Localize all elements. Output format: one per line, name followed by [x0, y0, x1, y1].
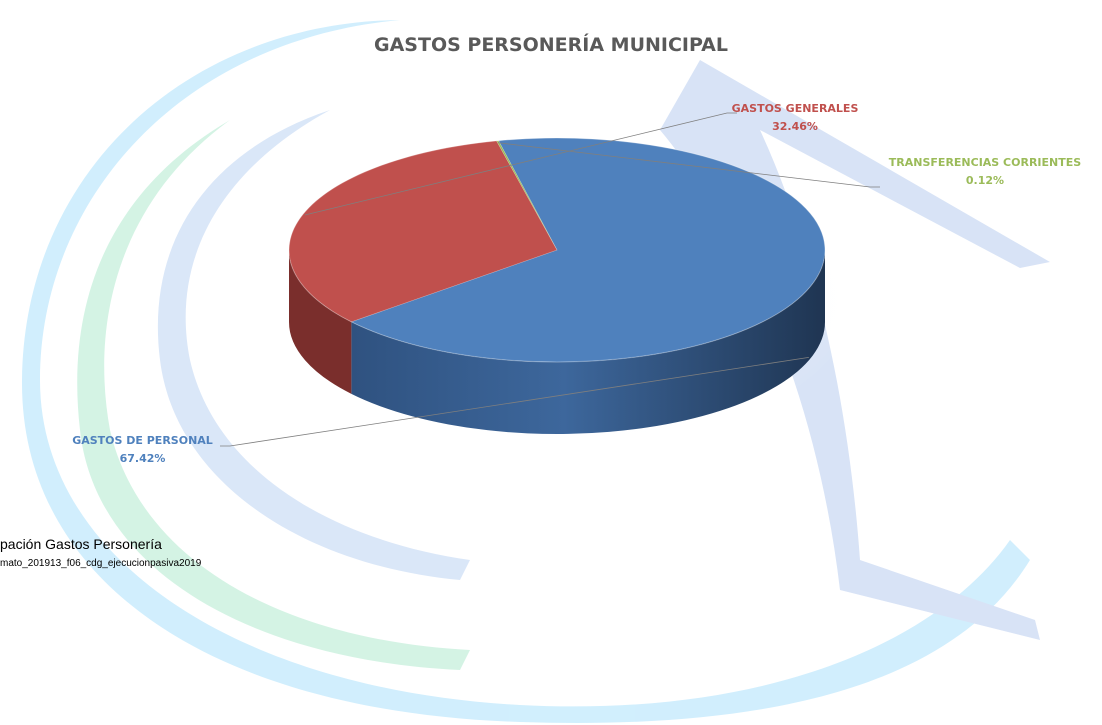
- data-label-transferencias-corrientes: TRANSFERENCIAS CORRIENTES 0.12%: [870, 154, 1100, 190]
- value-label: 32.46%: [772, 120, 818, 133]
- pie-side-gastos-de-personal: [351, 250, 825, 435]
- watermark-outer-swirl: [21, 20, 1030, 723]
- value-label: 67.42%: [119, 452, 166, 465]
- leader-line-gastos-de-personal: [220, 356, 809, 447]
- leader-lines: [220, 112, 880, 447]
- leader-line-gastos-generales: [304, 112, 737, 216]
- category-label: GASTOS GENERALES: [731, 102, 859, 115]
- pie-slice-gastos-generales: [288, 140, 558, 323]
- data-label-gastos-generales: GASTOS GENERALES 32.46%: [730, 100, 860, 136]
- chart-title: GASTOS PERSONERÍA MUNICIPAL: [374, 34, 728, 56]
- pie-rim-highlight: [288, 137, 826, 363]
- category-label: TRANSFERENCIAS CORRIENTES: [888, 156, 1082, 169]
- pie-chart: [288, 137, 826, 435]
- footer-caption: pación Gastos Personería: [0, 536, 162, 552]
- leader-line-transferencias-corrientes: [497, 142, 880, 188]
- value-label: 0.12%: [965, 174, 1005, 187]
- watermark-inner-swirl: [157, 110, 470, 580]
- category-label: GASTOS DE PERSONAL: [72, 434, 213, 447]
- pie-side-gastos-generales: [289, 250, 352, 394]
- footer-source: mato_201913_f06_cdg_ejecucionpasiva2019: [0, 558, 202, 569]
- data-label-gastos-de-personal: GASTOS DE PERSONAL 67.42%: [60, 432, 225, 468]
- pie-slice-gastos-de-personal: [350, 137, 826, 363]
- pie-slice-transferencias-corrientes: [496, 140, 558, 251]
